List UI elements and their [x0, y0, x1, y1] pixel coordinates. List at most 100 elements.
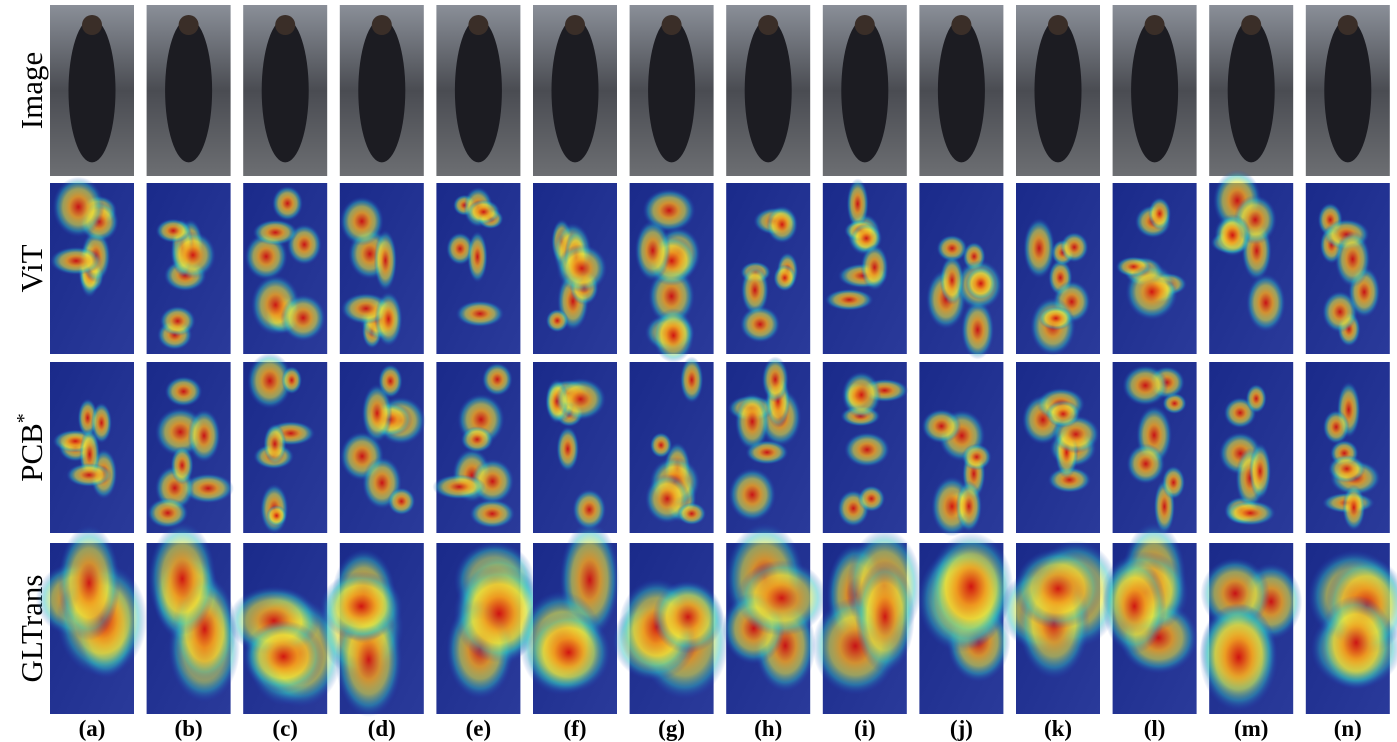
heat-blob — [773, 264, 796, 291]
heat-blob — [1122, 365, 1168, 406]
pedestrian-image — [919, 5, 1003, 176]
heat-blob — [1162, 466, 1185, 500]
row-label-text: PCB — [14, 423, 49, 482]
attention-heatmap — [519, 522, 619, 714]
person-head — [1338, 15, 1358, 35]
attention-heatmap — [243, 353, 327, 534]
attention-heatmap — [1113, 362, 1197, 534]
column-label: (i) — [854, 716, 876, 741]
column-label: (m) — [1234, 716, 1268, 741]
person-head — [855, 15, 875, 35]
attention-heatmap — [1209, 362, 1293, 533]
pedestrian-image — [630, 5, 714, 176]
heat-blob — [467, 231, 487, 283]
attention-heatmap — [918, 532, 1014, 714]
pedestrian-image — [726, 5, 810, 176]
person-silhouette — [1131, 19, 1178, 163]
attention-heatmap — [1016, 362, 1100, 533]
heat-blob — [762, 357, 789, 403]
heat-blob — [1023, 218, 1055, 279]
person-head — [758, 15, 778, 35]
column-label: (f) — [564, 716, 587, 741]
attention-heatmap — [630, 356, 714, 533]
heat-blob — [362, 384, 393, 442]
heat-blob — [1246, 274, 1285, 332]
person-head — [662, 15, 682, 35]
heat-blob — [1046, 400, 1081, 428]
attention-heatmap — [1113, 183, 1197, 354]
person-silhouette — [165, 19, 212, 163]
person-silhouette — [1228, 19, 1275, 163]
heat-blob — [1127, 444, 1165, 485]
heat-blob — [340, 197, 384, 246]
person-silhouette — [648, 19, 695, 163]
heat-blob — [844, 432, 890, 467]
person-head — [951, 15, 971, 35]
person-silhouette — [455, 19, 502, 163]
figure: ImageViTPCB*GLTrans(a)(b)(c)(d)(e)(f)(g)… — [0, 0, 1397, 742]
heat-blob — [66, 463, 112, 487]
heat-blob — [1328, 455, 1366, 483]
heat-blob — [680, 356, 703, 403]
column-label: (d) — [368, 716, 396, 741]
heat-blob — [1103, 559, 1167, 654]
heat-blob — [956, 480, 982, 531]
pedestrian-image — [1113, 5, 1197, 176]
heat-blob — [58, 525, 120, 641]
heat-blob — [556, 244, 607, 292]
heat-blob — [858, 485, 885, 511]
heat-blob — [375, 292, 403, 347]
person-head — [1048, 15, 1068, 35]
attention-heatmap — [812, 529, 921, 714]
heat-blob — [482, 363, 513, 396]
row-label: ViT — [14, 244, 49, 292]
column-label: (j) — [950, 716, 973, 741]
pedestrian-image — [340, 5, 424, 176]
row-label-text: Image — [14, 52, 49, 129]
heat-blob — [320, 572, 402, 641]
heat-blob — [467, 199, 501, 224]
heat-blob — [281, 366, 302, 394]
person-silhouette — [262, 19, 309, 163]
column-label: (l) — [1144, 716, 1166, 741]
heat-blob — [1148, 197, 1171, 230]
attention-heatmap — [50, 362, 134, 533]
heat-blob — [527, 612, 611, 694]
heat-blob — [272, 186, 303, 221]
attention-heatmap — [823, 178, 907, 354]
heat-blob — [374, 230, 397, 291]
heat-blob — [766, 206, 798, 244]
pedestrian-image — [243, 5, 327, 176]
attention-heatmap — [1000, 540, 1120, 714]
heat-blob — [160, 306, 196, 336]
heat-blob — [729, 468, 776, 521]
heat-blob — [188, 409, 221, 462]
attention-heatmap — [1209, 170, 1293, 354]
heat-blob — [1323, 410, 1350, 444]
attention-heatmap — [319, 543, 424, 717]
heat-blob — [740, 306, 780, 343]
pedestrian-image — [1306, 5, 1390, 176]
attention-heatmap — [1016, 183, 1100, 356]
heat-blob — [855, 561, 914, 673]
column-label: (n) — [1334, 716, 1362, 741]
column-label: (c) — [272, 716, 298, 741]
person-head — [179, 15, 199, 35]
person-head — [372, 15, 392, 35]
person-head — [565, 15, 585, 35]
attention-heatmap — [726, 357, 810, 533]
heat-blob — [555, 378, 606, 420]
attention-heatmap — [919, 183, 1003, 359]
attention-heatmap — [147, 522, 240, 714]
attention-heatmap — [147, 183, 231, 354]
heat-blob — [53, 177, 105, 237]
pedestrian-image — [533, 5, 617, 176]
heat-blob — [432, 474, 485, 499]
attention-heatmap — [1306, 183, 1390, 354]
heat-blob — [1014, 548, 1103, 629]
heat-blob — [461, 426, 494, 453]
attention-heatmap — [726, 183, 810, 354]
attention-heatmap — [533, 362, 617, 533]
attention-heatmap — [1101, 523, 1197, 714]
attention-heatmap — [147, 362, 234, 533]
